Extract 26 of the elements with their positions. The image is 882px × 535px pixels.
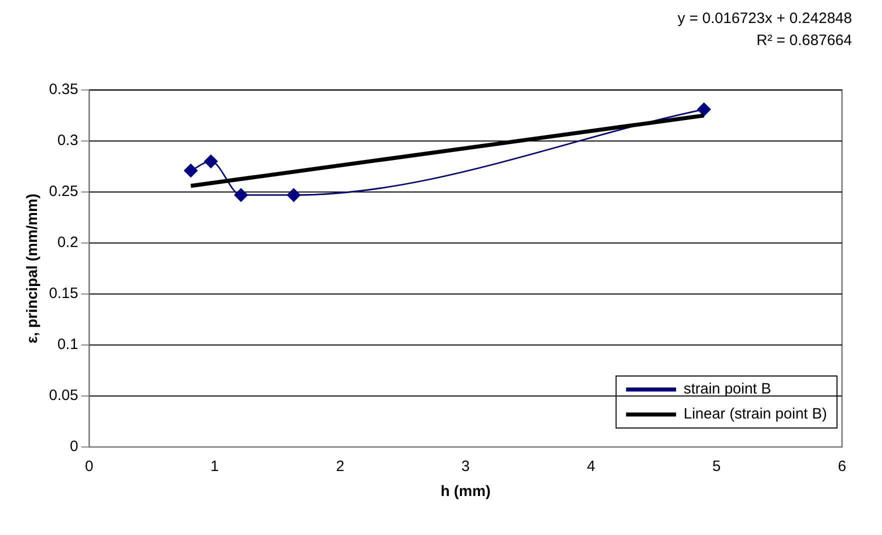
y-tick-label: 0.2 [57, 234, 78, 252]
y-tick-label: 0 [70, 438, 78, 456]
point [234, 188, 248, 202]
point [184, 164, 198, 178]
x-tick-label: 2 [336, 458, 344, 476]
x-tick-label: 4 [586, 458, 596, 476]
point [697, 102, 711, 116]
y-tick-label: 0.15 [48, 285, 78, 302]
x-tick-label: 3 [461, 458, 470, 476]
legend-label: strain point B [684, 380, 772, 398]
x-tick-label: 5 [712, 458, 721, 476]
text: y = 0.016723x + 0.242848 [678, 9, 852, 29]
x-tick-label: 6 [838, 458, 846, 476]
y-axis-title: ε, principal (mm/mm) [24, 194, 42, 344]
x-axis-title: h (mm) [440, 483, 491, 500]
y-tick-label: 0.05 [48, 387, 78, 404]
point [286, 188, 300, 202]
y-tick-label: 0.25 [48, 183, 78, 200]
text: R² = 0.687664 [756, 31, 852, 51]
point [204, 154, 218, 168]
y-tick-label: 0.1 [57, 336, 78, 354]
x-tick-label: 1 [210, 458, 219, 476]
y-tick-label: 0.3 [57, 132, 78, 150]
y-tick-label: 0.35 [48, 81, 78, 98]
legend-label: Linear (strain point B) [684, 406, 828, 423]
x-tick-label: 0 [85, 458, 94, 476]
